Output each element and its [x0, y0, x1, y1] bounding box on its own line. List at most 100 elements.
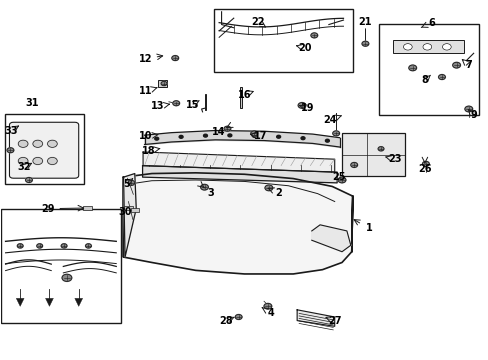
Text: 30: 30	[118, 207, 131, 217]
Circle shape	[224, 126, 230, 131]
Polygon shape	[143, 152, 334, 172]
Circle shape	[37, 244, 42, 248]
Circle shape	[62, 274, 72, 282]
Circle shape	[337, 177, 345, 183]
Text: 31: 31	[25, 98, 39, 108]
Polygon shape	[75, 298, 82, 306]
Polygon shape	[392, 40, 463, 53]
Text: 27: 27	[327, 316, 341, 325]
Circle shape	[264, 185, 272, 191]
Circle shape	[250, 131, 257, 136]
Bar	[0, 210, 121, 323]
Text: 3: 3	[206, 188, 213, 198]
Text: 23: 23	[387, 154, 401, 164]
Text: 8: 8	[421, 75, 427, 85]
Circle shape	[350, 162, 357, 167]
Text: 29: 29	[41, 204, 55, 214]
Bar	[341, 134, 405, 176]
Circle shape	[128, 180, 135, 185]
Text: 6: 6	[427, 18, 434, 28]
Circle shape	[18, 157, 28, 165]
Circle shape	[33, 140, 42, 147]
Circle shape	[200, 184, 208, 190]
Circle shape	[179, 135, 183, 138]
Text: 15: 15	[185, 100, 199, 110]
Text: 24: 24	[323, 115, 336, 125]
Circle shape	[298, 103, 305, 108]
Circle shape	[452, 62, 460, 68]
Circle shape	[235, 315, 242, 319]
Circle shape	[332, 131, 339, 136]
Text: 1: 1	[365, 224, 371, 233]
Circle shape	[464, 106, 472, 112]
Text: 4: 4	[267, 309, 274, 318]
Circle shape	[161, 81, 166, 86]
Text: 19: 19	[301, 103, 314, 113]
Polygon shape	[130, 208, 139, 212]
Polygon shape	[142, 166, 336, 183]
Circle shape	[47, 140, 57, 147]
Polygon shape	[204, 94, 206, 110]
Bar	[214, 9, 352, 72]
Text: 22: 22	[251, 17, 264, 27]
Circle shape	[377, 147, 383, 151]
Text: 11: 11	[139, 86, 152, 96]
Text: 12: 12	[139, 54, 152, 64]
Text: 5: 5	[123, 179, 130, 189]
Circle shape	[325, 139, 329, 142]
Circle shape	[203, 134, 207, 137]
Circle shape	[438, 75, 445, 80]
Text: 25: 25	[331, 172, 345, 182]
Circle shape	[7, 148, 14, 153]
Polygon shape	[124, 206, 132, 210]
Circle shape	[47, 157, 57, 165]
Circle shape	[422, 161, 428, 166]
Polygon shape	[83, 206, 91, 210]
Text: 7: 7	[465, 60, 471, 70]
Text: 26: 26	[417, 164, 431, 174]
Circle shape	[408, 65, 416, 71]
Circle shape	[155, 137, 158, 140]
Circle shape	[172, 101, 179, 106]
Text: 17: 17	[253, 131, 267, 141]
Polygon shape	[45, 298, 53, 306]
Circle shape	[310, 33, 317, 38]
Polygon shape	[123, 173, 352, 274]
Text: 28: 28	[219, 316, 232, 325]
Circle shape	[403, 44, 411, 50]
Polygon shape	[297, 310, 334, 326]
Circle shape	[422, 44, 431, 50]
Circle shape	[227, 134, 231, 137]
Polygon shape	[123, 174, 136, 257]
Polygon shape	[158, 80, 167, 87]
Text: 18: 18	[142, 145, 155, 156]
Circle shape	[17, 244, 23, 248]
Circle shape	[25, 177, 32, 183]
Bar	[4, 114, 83, 184]
Circle shape	[442, 44, 450, 50]
Circle shape	[361, 41, 368, 46]
Text: 32: 32	[17, 162, 31, 172]
Polygon shape	[239, 87, 241, 108]
Text: 10: 10	[139, 131, 152, 141]
Bar	[378, 24, 478, 116]
Text: 2: 2	[275, 188, 282, 198]
Circle shape	[33, 157, 42, 165]
Text: 20: 20	[298, 43, 311, 53]
Circle shape	[85, 244, 91, 248]
Circle shape	[18, 140, 28, 147]
Text: 9: 9	[469, 111, 476, 121]
Text: 14: 14	[212, 127, 225, 136]
Text: 33: 33	[5, 126, 18, 135]
Circle shape	[301, 137, 305, 140]
Text: 16: 16	[237, 90, 251, 100]
Circle shape	[276, 135, 280, 138]
Circle shape	[264, 303, 271, 309]
Circle shape	[252, 134, 256, 137]
Circle shape	[171, 55, 178, 60]
Text: 13: 13	[151, 102, 164, 112]
Text: 21: 21	[358, 17, 371, 27]
FancyBboxPatch shape	[9, 122, 79, 178]
Circle shape	[61, 244, 67, 248]
Polygon shape	[16, 298, 24, 306]
